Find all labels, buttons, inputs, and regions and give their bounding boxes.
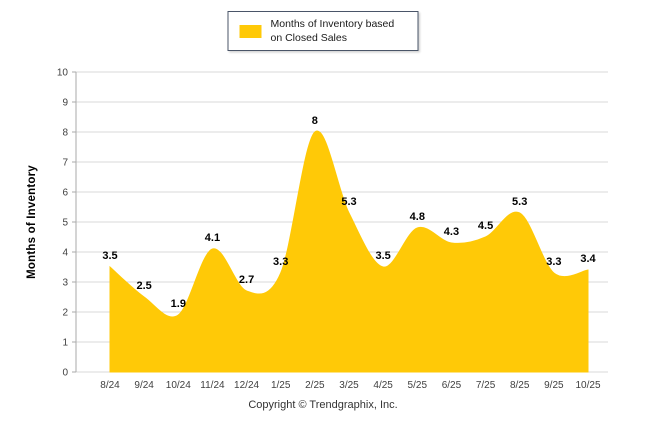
y-tick-label: 10 [57,68,69,79]
data-label: 2.5 [136,280,151,292]
x-tick-label: 3/25 [339,380,359,391]
x-tick-label: 6/25 [442,380,462,391]
x-tick-label: 1/25 [271,380,291,391]
data-label: 8 [312,115,318,127]
legend: Months of Inventory based on Closed Sale… [227,11,419,52]
x-tick-label: 10/25 [575,380,600,391]
legend-label: Months of Inventory based on Closed Sale… [270,18,395,45]
data-label: 4.1 [205,232,220,244]
data-label: 3.3 [546,256,561,268]
x-tick-label: 2/25 [305,380,325,391]
data-label: 1.9 [171,298,186,310]
x-tick-label: 7/25 [476,380,496,391]
y-tick-label: 2 [62,308,68,319]
y-tick-label: 3 [62,278,68,289]
y-tick-label: 4 [62,248,68,259]
data-label: 3.4 [580,253,596,265]
data-label: 5.3 [512,196,527,208]
data-label: 3.5 [102,250,117,262]
x-tick-label: 5/25 [408,380,428,391]
y-tick-label: 9 [62,98,68,109]
y-tick-label: 6 [62,188,68,199]
y-tick-label: 0 [62,368,68,379]
copyright-text: Copyright © Trendgraphix, Inc. [248,399,398,411]
y-tick-label: 8 [62,128,68,139]
x-tick-label: 11/24 [200,380,225,391]
x-tick-label: 9/25 [544,380,564,391]
x-tick-label: 4/25 [373,380,393,391]
data-label: 4.5 [478,220,493,232]
x-tick-label: 8/24 [100,380,120,391]
x-tick-label: 8/25 [510,380,530,391]
x-tick-label: 9/24 [134,380,154,391]
data-label: 4.3 [444,226,459,238]
data-label: 4.8 [410,211,425,223]
inventory-area [109,130,589,373]
legend-swatch [239,24,262,38]
y-tick-label: 5 [62,218,68,229]
data-label: 3.3 [273,256,288,268]
data-label: 3.5 [375,250,390,262]
x-tick-label: 10/24 [166,380,191,391]
y-tick-label: 1 [62,338,68,349]
x-tick-label: 12/24 [234,380,259,391]
data-label: 2.7 [239,274,254,286]
y-tick-label: 7 [62,158,68,169]
data-label: 5.3 [341,196,356,208]
